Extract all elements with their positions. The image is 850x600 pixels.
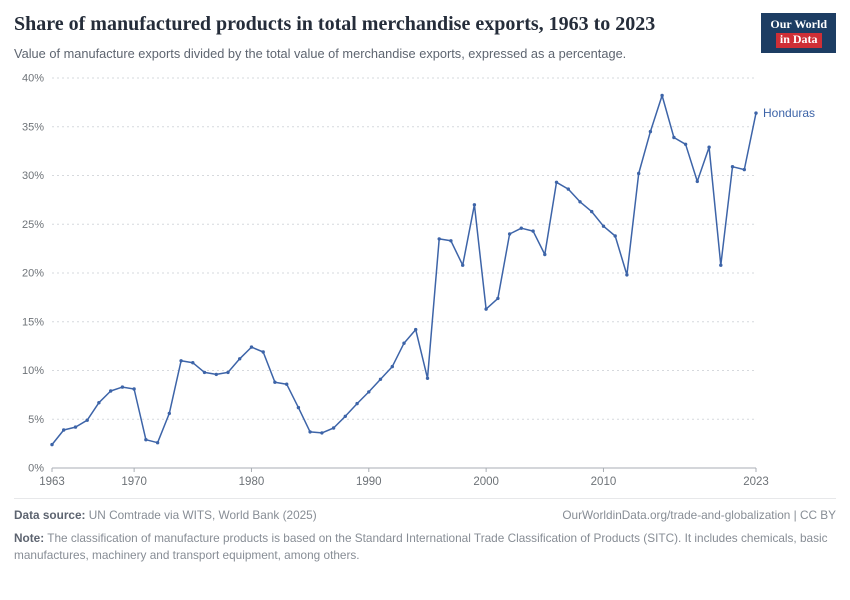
data-point-marker	[660, 94, 664, 98]
data-point-marker	[331, 426, 336, 430]
data-point-marker	[601, 224, 606, 229]
data-point-marker	[85, 418, 89, 423]
data-point-marker	[449, 239, 453, 243]
data-point-marker	[672, 136, 676, 140]
data-point-marker	[625, 273, 629, 277]
y-tick-label: 40%	[22, 73, 44, 85]
data-point-marker	[320, 431, 324, 435]
y-tick-label: 0%	[28, 463, 44, 475]
data-point-marker	[378, 377, 383, 382]
owid-logo[interactable]: Our World in Data	[761, 13, 836, 53]
license-link[interactable]: OurWorldinData.org/trade-and-globalizati…	[562, 508, 836, 523]
data-point-marker	[367, 390, 371, 394]
x-tick-label: 1990	[356, 476, 382, 488]
data-point-marker	[191, 361, 195, 365]
series-end-label: Honduras	[763, 106, 815, 120]
chart-subtitle: Value of manufacture exports divided by …	[14, 46, 627, 61]
data-point-marker	[461, 263, 465, 268]
y-tick-label: 35%	[22, 122, 44, 134]
data-point-marker	[179, 359, 183, 363]
data-point-marker	[754, 111, 758, 116]
data-point-marker	[273, 380, 277, 385]
data-point-marker	[648, 130, 653, 134]
footer-row: Data source: UN Comtrade via WITS, World…	[14, 507, 836, 524]
data-point-marker	[566, 187, 570, 192]
data-point-marker	[285, 382, 289, 387]
y-tick-label: 10%	[22, 365, 44, 377]
series-line-honduras	[51, 95, 757, 446]
data-source-text: Data source: UN Comtrade via WITS, World…	[14, 507, 317, 524]
chart-area: 0% 5% 10% 15% 20% 25% 30% 35% 40% 1963 1970 1980 199…	[14, 66, 836, 494]
x-tick-label: 2010	[591, 476, 617, 488]
data-source-value: UN Comtrade via WITS, World Bank (2025)	[88, 508, 317, 523]
data-point-marker	[343, 414, 347, 419]
chart-header: Share of manufactured products in total …	[14, 12, 836, 62]
y-tick-label: 5%	[28, 414, 44, 426]
data-point-marker	[683, 142, 688, 147]
note-label: Note:	[14, 531, 45, 546]
x-tick-label: 2000	[473, 476, 499, 488]
data-point-marker	[719, 263, 723, 268]
data-point-marker	[613, 234, 617, 238]
data-point-marker	[214, 372, 218, 377]
data-point-marker	[238, 357, 242, 361]
data-point-marker	[109, 389, 113, 393]
y-tick-label: 25%	[22, 219, 44, 231]
data-point-marker	[519, 226, 523, 231]
data-point-marker	[414, 328, 418, 332]
data-point-marker	[226, 370, 230, 375]
x-tick-label: 1963	[39, 476, 65, 488]
data-point-marker	[507, 232, 512, 236]
data-point-marker	[637, 172, 641, 176]
data-point-marker	[50, 443, 54, 447]
data-point-marker	[484, 307, 488, 312]
data-point-marker	[543, 253, 547, 257]
y-tick-label: 15%	[22, 317, 44, 329]
data-point-marker	[695, 179, 699, 184]
chart-footer: Data source: UN Comtrade via WITS, World…	[14, 498, 836, 564]
data-point-marker	[531, 229, 535, 234]
data-point-marker	[120, 385, 125, 390]
data-point-marker	[437, 237, 441, 241]
data-point-marker	[590, 210, 594, 214]
data-point-marker	[73, 425, 78, 430]
x-tick-label: 2023	[743, 476, 769, 488]
data-point-marker	[167, 411, 171, 416]
data-point-marker	[390, 365, 394, 369]
data-point-marker	[249, 345, 254, 350]
note-text: The classification of manufacture produc…	[14, 531, 828, 563]
data-point-marker	[554, 180, 559, 185]
x-tick-label: 1970	[121, 476, 147, 488]
y-tick-label: 30%	[22, 170, 44, 182]
data-point-marker	[132, 387, 136, 391]
data-point-marker	[62, 428, 66, 432]
data-point-marker	[144, 438, 148, 442]
data-point-marker	[707, 145, 711, 150]
line-chart-svg: 0% 5% 10% 15% 20% 25% 30% 35% 40% 1963 1970 1980 199…	[22, 73, 815, 489]
data-point-marker	[425, 376, 430, 381]
data-source-label: Data source:	[14, 508, 86, 523]
data-point-marker	[742, 168, 746, 172]
logo-text-line2: in Data	[775, 32, 822, 48]
data-point-marker	[296, 406, 301, 410]
y-tick-label: 20%	[22, 268, 44, 280]
data-point-marker	[402, 341, 406, 346]
x-tick-label: 1980	[239, 476, 265, 488]
data-point-marker	[202, 370, 207, 375]
data-point-marker	[472, 203, 477, 207]
data-point-marker	[155, 441, 160, 445]
data-point-marker	[355, 402, 359, 406]
data-point-marker	[730, 165, 735, 169]
logo-text-line1: Our World	[770, 17, 827, 31]
chart-title: Share of manufactured products in total …	[14, 13, 656, 35]
data-point-marker	[496, 296, 500, 301]
data-point-marker	[578, 200, 582, 204]
data-point-marker	[97, 401, 101, 405]
data-point-marker	[261, 350, 265, 354]
chart-note: Note: The classification of manufacture …	[14, 530, 836, 564]
data-point-marker	[308, 430, 312, 434]
